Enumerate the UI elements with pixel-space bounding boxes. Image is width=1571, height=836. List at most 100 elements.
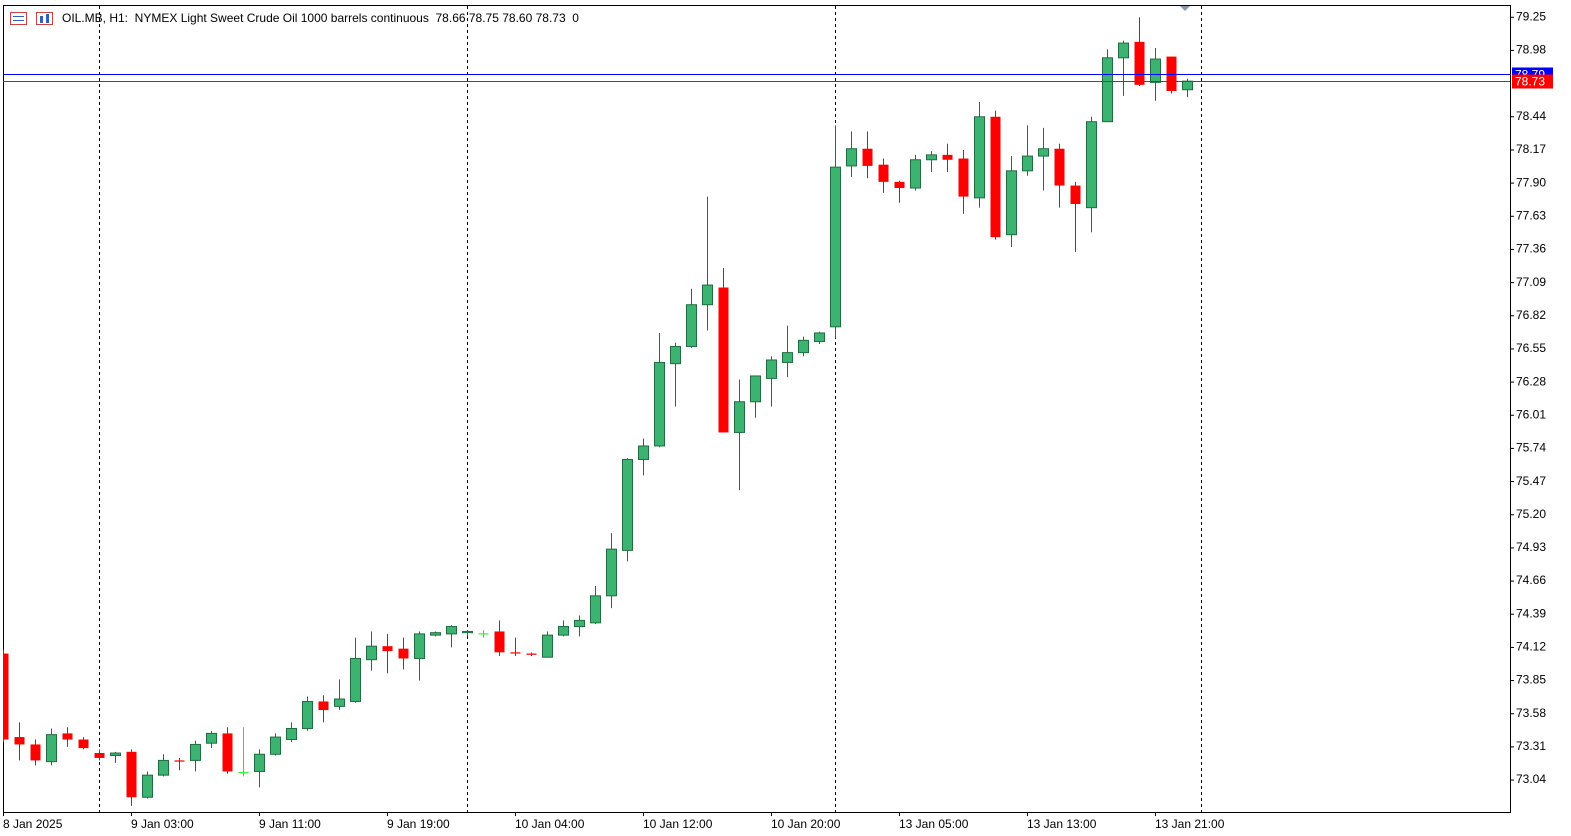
icon [10,12,27,25]
candle-body [846,148,857,167]
candle-body [526,653,537,655]
candle-body [366,645,377,661]
candle-body [110,752,121,756]
y-tick-label: 75.74 [1516,441,1546,455]
candle-body [350,657,361,702]
candle-body [46,734,57,763]
candle-body [1022,155,1033,172]
candle-body [1086,121,1097,209]
candle-body [206,732,217,744]
candle-body [718,287,729,433]
candle-body [1150,58,1161,83]
header-icons [10,12,53,25]
candle-body [62,733,73,740]
x-tick-label: 10 Jan 04:00 [515,817,585,831]
candle-body [494,631,505,653]
x-tick-label: 10 Jan 12:00 [643,817,713,831]
y-tick-label: 75.20 [1516,507,1546,521]
candle-body [30,744,41,761]
x-tick-label: 9 Jan 19:00 [387,817,450,831]
candle-body [446,626,457,635]
y-tick-label: 79.25 [1516,9,1546,23]
candle-body [270,736,281,755]
candle-body [126,751,137,798]
price-label: 78.73 [1515,75,1545,89]
y-tick-label: 77.63 [1516,208,1546,222]
y-tick-label: 77.09 [1516,275,1546,289]
candle-body [510,652,521,654]
candle-body [174,760,185,762]
y-tick-label: 74.12 [1516,640,1546,654]
candle-body [190,743,201,761]
y-tick-label: 78.98 [1516,43,1546,57]
icon [36,12,53,25]
candle-body [78,739,89,749]
candle-body [254,753,265,772]
y-tick-label: 74.93 [1516,540,1546,554]
y-tick-label: 73.04 [1516,772,1546,786]
candle-body [302,700,313,729]
candle-body [1006,170,1017,236]
candle-body [654,361,665,447]
candle-body [1118,42,1129,59]
x-tick-label: 10 Jan 20:00 [771,817,841,831]
candle-body [734,401,745,433]
candle-body [958,158,969,197]
y-tick-label: 73.31 [1516,739,1546,753]
candle-body [670,345,681,365]
candle-body [766,359,777,379]
candle-body [398,648,409,659]
candle-body [1182,80,1193,91]
candle-body [750,375,761,403]
candle-body [910,159,921,189]
candle-body [3,653,9,740]
candle-body [430,632,441,636]
candle-body [1166,56,1177,91]
y-tick-label: 76.82 [1516,308,1546,322]
y-tick-label: 73.85 [1516,673,1546,687]
candle-body [894,181,905,189]
candle-body [974,116,985,199]
x-tick-label: 9 Jan 03:00 [131,817,194,831]
candle-body [878,164,889,182]
candle-body [1070,185,1081,204]
candle-body [638,445,649,460]
y-tick-label: 76.01 [1516,407,1546,421]
x-tick-label: 9 Jan 11:00 [259,817,321,831]
y-tick-label: 75.47 [1516,474,1546,488]
x-tick-label: 13 Jan 21:00 [1155,817,1225,831]
plot-area [3,17,1193,806]
candle-body [542,634,553,658]
candle-body [14,737,25,745]
icon [40,16,43,23]
icon [46,14,49,23]
shift-marker [1180,6,1190,11]
candle-body [990,116,1001,238]
candle-body [862,148,873,166]
candle-body [334,698,345,707]
x-tick-label: 8 Jan 2025 [3,817,63,831]
y-tick-label: 76.55 [1516,341,1546,355]
candle-body [942,154,953,160]
x-tick-label: 13 Jan 05:00 [899,817,969,831]
price-label-box [1512,74,1553,89]
candle-body [414,633,425,659]
candle-body [702,284,713,306]
candle-body [558,626,569,636]
candle-body [462,630,473,634]
candle-body [142,774,153,798]
x-tick-label: 13 Jan 13:00 [1027,817,1097,831]
candle-body [606,548,617,597]
y-tick-label: 74.66 [1516,573,1546,587]
y-tick-label: 77.90 [1516,175,1546,189]
candle-body [926,154,937,161]
candle-body [782,352,793,363]
candle-body [574,619,585,628]
candle-body [94,753,105,758]
y-tick-label: 73.58 [1516,706,1546,720]
candle-body [814,332,825,343]
candle-body [158,759,169,776]
candle-body [1134,41,1145,85]
y-tick-label: 76.28 [1516,374,1546,388]
